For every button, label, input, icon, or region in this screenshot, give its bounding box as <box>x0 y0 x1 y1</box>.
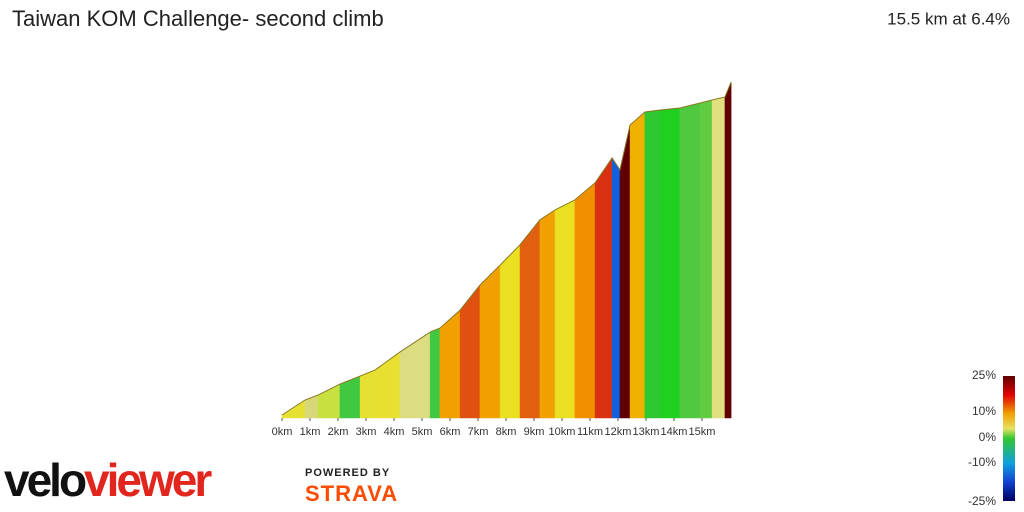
gradient-segment <box>429 327 441 419</box>
climb-summary: 15.5 km at 6.4% <box>887 9 1010 28</box>
gradient-segment <box>374 351 401 419</box>
x-tick-label: 0km <box>272 426 293 438</box>
logo: veloviewer <box>4 454 212 506</box>
gradient-segment <box>724 81 732 419</box>
gradient-segment <box>629 111 646 419</box>
x-tick-label: 13km <box>633 426 660 438</box>
gradient-segment <box>519 219 541 419</box>
x-tick-label: 11km <box>577 426 603 438</box>
x-tick-label: 14km <box>661 426 688 438</box>
gradient-scale-bar <box>1003 376 1015 501</box>
gradient-segment <box>499 244 521 419</box>
x-tick-label: 9km <box>524 426 545 438</box>
gradient-segment <box>459 284 481 419</box>
gradient-segment <box>539 209 556 419</box>
x-tick-label: 8km <box>496 426 517 438</box>
logo-viewer: viewer <box>84 454 212 506</box>
gradient-segment <box>594 157 613 419</box>
strava-logo: STRAVA <box>305 481 398 506</box>
x-tick-label: 1km <box>300 426 321 438</box>
x-tick-label: 4km <box>384 426 405 438</box>
gradient-segment <box>679 102 701 419</box>
powered-by: POWERED BY <box>305 467 390 479</box>
x-tick-label: 3km <box>356 426 377 438</box>
x-tick-label: 2km <box>328 426 349 438</box>
gradient-segment <box>711 96 726 419</box>
gradient-segment <box>439 309 461 419</box>
gradient-segment <box>611 157 621 419</box>
logo-velo: velo <box>4 454 86 506</box>
gradient-segment <box>554 199 576 419</box>
x-tick-label: 12km <box>605 426 632 438</box>
gradient-scale-label: -10% <box>968 455 996 469</box>
gradient-segment <box>644 109 661 419</box>
gradient-segment <box>359 369 376 419</box>
x-tick-label: 7km <box>468 426 489 438</box>
gradient-scale-label: 10% <box>972 404 996 418</box>
gradient-segment <box>619 124 631 419</box>
gradient-segment <box>399 331 431 419</box>
gradient-scale-label: 0% <box>979 430 997 444</box>
gradient-scale-label: -25% <box>968 494 996 508</box>
gradient-segment <box>659 107 681 419</box>
gradient-scale-label: 25% <box>972 368 996 382</box>
x-tick-label: 5km <box>412 426 433 438</box>
gradient-segment <box>574 182 596 419</box>
x-tick-label: 15km <box>689 426 716 438</box>
gradient-segment <box>304 394 319 419</box>
x-tick-label: 10km <box>549 426 576 438</box>
profile-outline <box>281 81 732 416</box>
x-tick-label: 6km <box>440 426 461 438</box>
chart-title: Taiwan KOM Challenge- second climb <box>12 6 384 31</box>
gradient-segment <box>699 99 713 419</box>
gradient-segment <box>479 264 501 419</box>
